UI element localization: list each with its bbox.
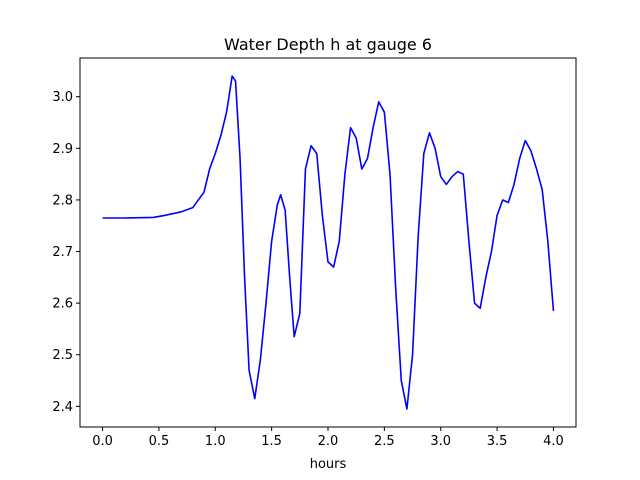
axes-frame bbox=[79, 57, 577, 428]
y-tick-label: 2.8 bbox=[52, 193, 73, 208]
x-tick-label: 1.0 bbox=[205, 434, 226, 449]
plot-area: 0.0 0.5 1.0 1.5 2.0 2.5 3.0 3.5 4.0 2.4 2.5 2.6 2.7 2… bbox=[52, 57, 577, 449]
x-axis-label: hours bbox=[310, 457, 347, 472]
x-tick-label: 3.5 bbox=[487, 434, 508, 449]
x-tick-label: 4.0 bbox=[543, 434, 564, 449]
series-line-0 bbox=[102, 75, 555, 410]
x-tick-label: 2.5 bbox=[374, 434, 395, 449]
y-tick-label: 2.6 bbox=[52, 297, 73, 312]
y-tick-label: 2.4 bbox=[52, 400, 73, 415]
y-tick-label: 2.9 bbox=[52, 142, 73, 157]
x-tick-label: 3.0 bbox=[430, 434, 451, 449]
x-tick-label: 0.0 bbox=[92, 434, 113, 449]
y-tick-label: 2.5 bbox=[52, 348, 73, 363]
y-tick-label: 2.7 bbox=[52, 245, 73, 260]
x-tick-label: 2.0 bbox=[318, 434, 339, 449]
x-tick-label: 0.5 bbox=[149, 434, 170, 449]
chart-title: Water Depth h at gauge 6 bbox=[224, 35, 432, 54]
x-tick-label: 1.5 bbox=[261, 434, 282, 449]
y-tick-label: 3.0 bbox=[52, 90, 73, 105]
